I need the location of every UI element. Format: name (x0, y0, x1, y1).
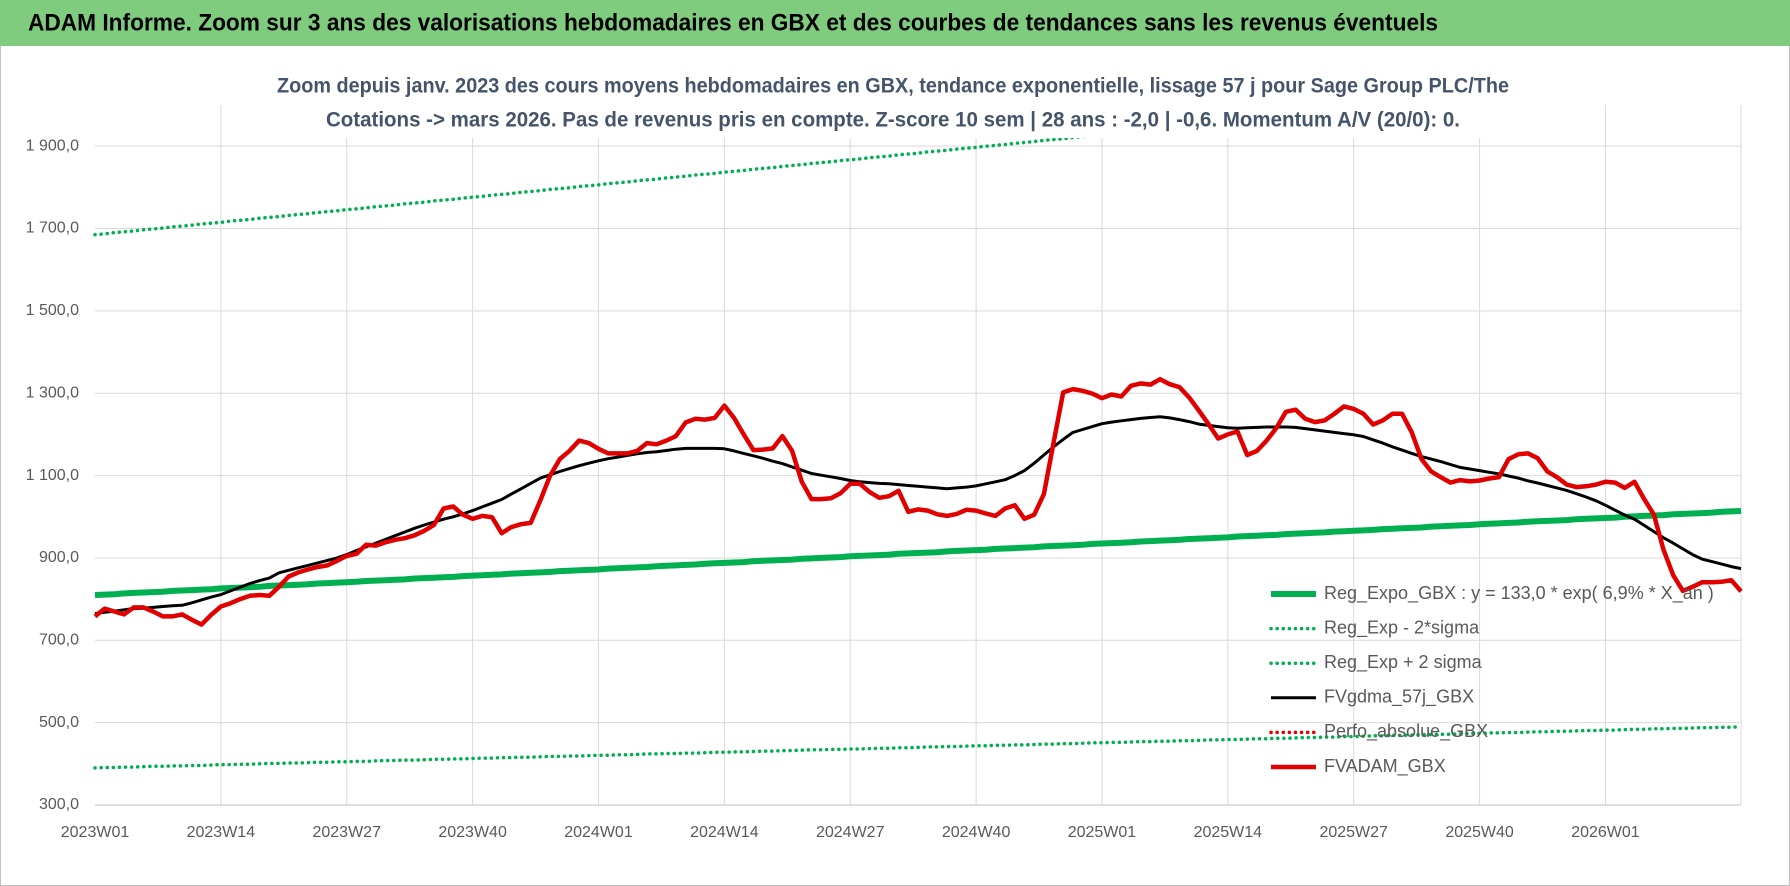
x-tick-label: 2025W40 (1445, 824, 1514, 841)
x-tick-label: 2023W01 (61, 824, 130, 841)
x-tick-label: 2024W01 (564, 824, 633, 841)
y-tick-label: 1 300,0 (26, 384, 79, 401)
series-line (94, 508, 1742, 598)
y-tick-label: 300,0 (39, 796, 79, 813)
legend-label: Reg_Expo_GBX : y = 133,0 * exp( 6,9% * X… (1324, 583, 1714, 604)
plot: 300,0 500,0 700,0 900,0 1 100,0 1 300,0 1 500,… (26, 105, 1743, 841)
y-tick-label: 700,0 (39, 632, 79, 649)
legend: Reg_Expo_GBX : y = 133,0 * exp( 6,9% * X… (1269, 583, 1714, 777)
series-line (93, 725, 1743, 770)
x-tick-label: 2023W14 (187, 824, 256, 841)
chart-title: Cotations -> mars 2026. Pas de revenus p… (326, 109, 1460, 132)
x-tick-label: 2025W01 (1068, 824, 1137, 841)
chart-title: Zoom depuis janv. 2023 des cours moyens … (277, 75, 1509, 98)
x-tick-label: 2024W14 (690, 824, 759, 841)
header-title: ADAM Informe. Zoom sur 3 ans des valoris… (28, 9, 1438, 36)
legend-label: Perfo_absolue_GBX (1324, 721, 1488, 742)
y-tick-label: 1 900,0 (26, 137, 79, 154)
x-tick-label: 2024W27 (816, 824, 885, 841)
series-line (93, 105, 1420, 237)
y-tick-label: 500,0 (39, 714, 79, 731)
x-tick-label: 2025W27 (1319, 824, 1388, 841)
legend-label: FVADAM_GBX (1324, 756, 1446, 777)
x-tick-label: 2025W14 (1194, 824, 1263, 841)
y-tick-label: 900,0 (39, 549, 79, 566)
legend-label: FVgdma_57j_GBX (1324, 687, 1474, 708)
x-tick-label: 2024W40 (942, 824, 1011, 841)
y-tick-label: 1 700,0 (26, 220, 79, 237)
legend-label: Reg_Exp - 2*sigma (1324, 617, 1480, 638)
y-tick-label: 1 100,0 (26, 467, 79, 484)
x-tick-label: 2023W27 (312, 824, 381, 841)
x-tick-label: 2023W40 (438, 824, 507, 841)
title-background (268, 68, 1518, 138)
series-line (93, 376, 1743, 627)
x-tick-label: 2026W01 (1571, 824, 1640, 841)
header-bar (0, 0, 1790, 46)
legend-label: Reg_Exp + 2 sigma (1324, 652, 1483, 673)
y-tick-label: 1 500,0 (26, 302, 79, 319)
